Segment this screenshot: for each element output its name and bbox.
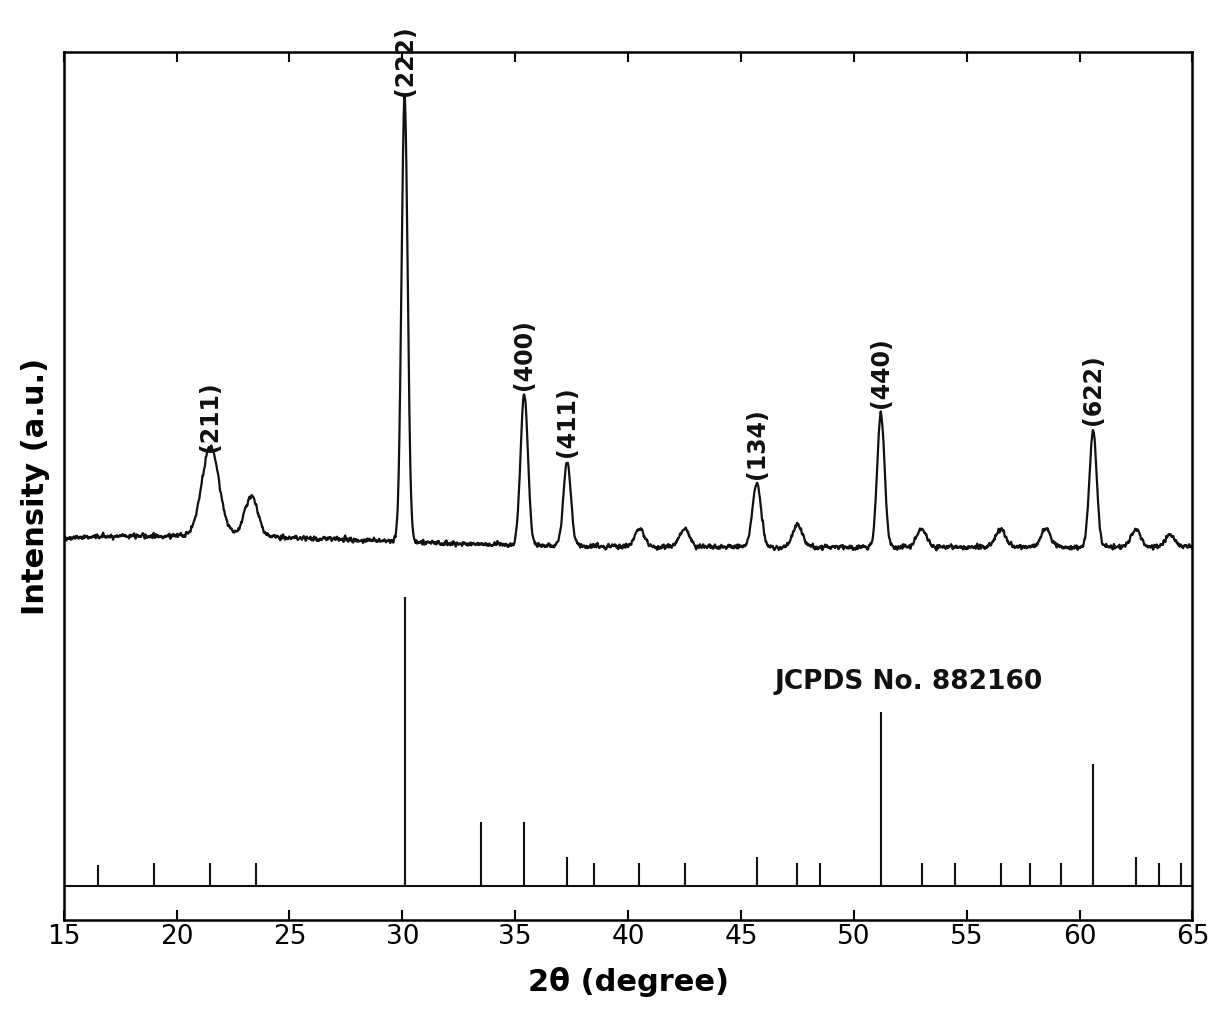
X-axis label: 2θ (degree): 2θ (degree)	[528, 967, 728, 998]
Text: (622): (622)	[1081, 354, 1105, 426]
Text: (411): (411)	[555, 386, 579, 457]
Text: (400): (400)	[512, 319, 536, 390]
Text: (440): (440)	[868, 337, 893, 407]
Text: (222): (222)	[392, 25, 417, 96]
Text: (211): (211)	[198, 382, 223, 452]
Text: (134): (134)	[744, 408, 769, 478]
Text: JCPDS No. 882160: JCPDS No. 882160	[775, 669, 1043, 694]
Y-axis label: Intensity (a.u.): Intensity (a.u.)	[21, 357, 50, 615]
